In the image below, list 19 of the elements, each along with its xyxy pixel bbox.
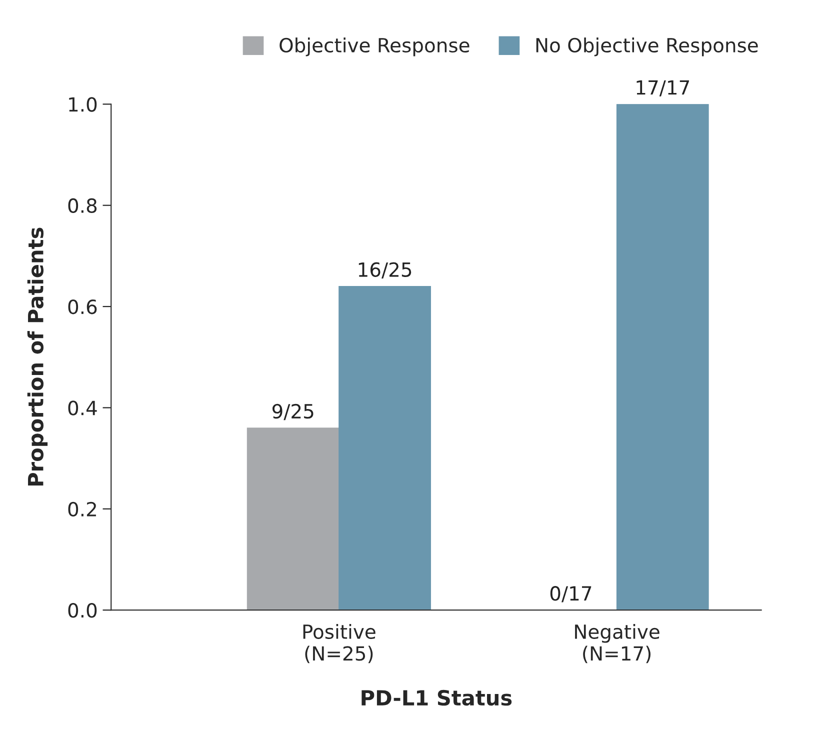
bar	[246, 428, 340, 610]
y-tick-label: 0.0	[68, 603, 97, 618]
data-label: 0/17	[550, 586, 592, 602]
y-tick-label: 0.6	[68, 299, 97, 314]
legend-label: No Objective Response	[536, 37, 758, 56]
x-tick-label: Negative (N=17)	[575, 624, 660, 664]
y-tick-label: 1.0	[69, 97, 97, 112]
data-label: 9/25	[272, 404, 314, 420]
y-axis-title: Proportion of Patients	[27, 228, 48, 486]
data-label: 16/25	[358, 262, 412, 278]
legend-label: Objective Response	[280, 37, 470, 56]
x-axis-title: PD-L1 Status	[362, 690, 512, 706]
x-tick-label: Positive (N=25)	[303, 624, 376, 664]
y-tick-label: 0.2	[68, 502, 96, 517]
bar	[338, 286, 431, 610]
bar	[616, 104, 709, 610]
y-tick-label: 0.8	[68, 198, 97, 214]
y-tick-label: 0.4	[68, 400, 97, 416]
data-label: 17/17	[636, 80, 689, 96]
